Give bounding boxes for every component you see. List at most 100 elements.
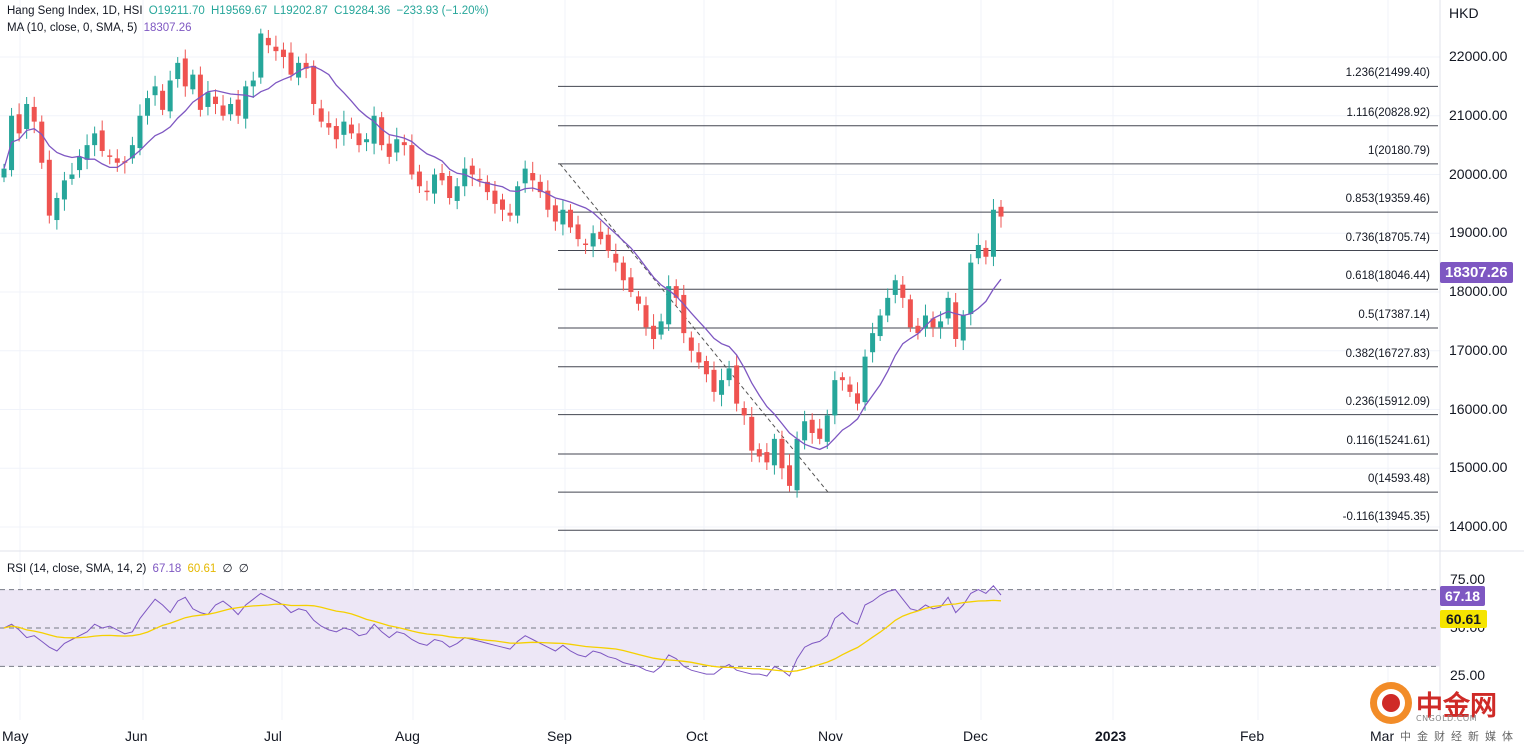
candle-body [39,121,45,163]
candle-body [24,104,30,129]
time-tick-label: Aug [395,728,420,744]
candle-body [167,80,173,112]
candle-body [77,156,83,171]
rsi-tick-label: 75.00 [1450,571,1486,587]
ma-price-badge: 18307.26 [1440,262,1513,283]
candle-body [265,37,271,46]
candle-body [530,173,536,181]
candle-body [492,190,498,204]
currency-label: HKD [1449,5,1479,21]
price-tick-label: 19000.00 [1449,224,1508,241]
candle-body [741,408,747,416]
candle-body [1,168,7,178]
candle-body [847,384,853,392]
candle-body [371,115,377,144]
ma-label: MA (10, close, 0, SMA, 5) [7,22,138,34]
candle-body [160,90,166,110]
fib-level-label: 1.236(21499.40) [1345,67,1430,80]
price-tick-label: 16000.00 [1449,400,1508,417]
rsi-value: 67.18 [152,563,182,575]
ma-legend: MA (10, close, 0, SMA, 5) 18307.26 [7,22,195,34]
candle-body [681,294,687,334]
fib-level-label: 1(20180.79) [1367,144,1430,157]
candle-body [84,145,90,160]
candle-body [416,171,422,187]
main-legend: Hang Seng Index, 1D, HSI O19211.70 H1956… [7,5,492,17]
candle-body [243,86,249,119]
candle-body [212,96,218,104]
candle-body [152,86,158,96]
candle-body [318,108,324,122]
candle-body [658,321,664,335]
candle-body [756,449,762,457]
price-tick-label: 22000.00 [1449,48,1508,64]
fib-retracement [558,85,1438,531]
candle-body [560,209,566,225]
candle-body [31,106,37,122]
fib-level-label: 0.116(15241.61) [1346,435,1430,448]
rsi-badge: 67.18 [1440,586,1486,606]
ma-series-line [3,65,1002,451]
candle-body [711,369,717,392]
price-tick-label: 14000.00 [1449,518,1508,534]
rsi-ma-badge: 60.61 [1440,610,1488,628]
candle-body [484,181,490,193]
legend-change: −233.93 (−1.20%) [396,5,489,17]
time-tick-label: Feb [1240,728,1265,744]
candle-body [545,190,551,210]
time-tick-label: 2023 [1095,728,1127,744]
candle-body [69,174,75,179]
fib-level-label: 0.736(18705.74) [1345,231,1430,244]
price-tick-label: 21000.00 [1449,106,1508,123]
candle-body [129,145,135,159]
candle-body [258,33,264,78]
candle-body [787,465,793,486]
price-tick-label: 17000.00 [1449,341,1508,358]
candle-body [250,80,256,87]
candle-body [628,277,634,292]
price-tick-label: 20000.00 [1449,165,1508,182]
candle-body [953,302,959,339]
rsi-pane [0,585,1440,677]
candle-body [688,337,694,351]
candle-body [779,438,785,469]
candle-body [960,315,966,341]
candle-body [439,173,445,181]
candle-body [356,133,362,146]
candle-body [92,133,98,146]
candle-body [552,205,558,222]
candle-body [145,98,151,116]
candle-body [364,139,370,143]
time-tick-label: May [2,728,29,744]
candle-body [651,325,657,339]
ma-value: 18307.26 [143,22,192,34]
candle-body [575,224,581,240]
fib-trend-line [559,163,829,493]
fib-level-label: 0.5(17387.14) [1358,309,1430,321]
candle-body [197,74,203,110]
candle-body [854,393,860,404]
candle-body [99,130,105,151]
candle-body [696,352,702,363]
candle-body [734,365,740,404]
candle-body [968,262,974,315]
fib-level-label: 0.382(16727.83) [1345,347,1430,360]
candle-body [432,174,438,194]
fib-level-label: 0(14593.48) [1367,473,1430,486]
candle-body [401,142,407,146]
candle-body [469,165,475,175]
candle-body [175,62,181,80]
candle-body [605,234,611,251]
fib-level-label: 0.236(15912.09) [1345,395,1430,408]
candle-body [16,114,22,134]
candle-body [809,419,815,433]
candle-body [635,296,641,304]
rsi-tick-label: 25.00 [1450,667,1486,683]
price-tick-label: 18000.00 [1449,283,1508,299]
time-tick-label: Jul [264,728,282,744]
rsi-legend: RSI (14, close, SMA, 14, 2) 67.18 60.61 … [7,561,252,575]
time-tick-label: Sep [547,728,572,744]
candle-body [454,186,460,201]
candle-body [288,52,294,75]
candle-body [620,262,626,281]
